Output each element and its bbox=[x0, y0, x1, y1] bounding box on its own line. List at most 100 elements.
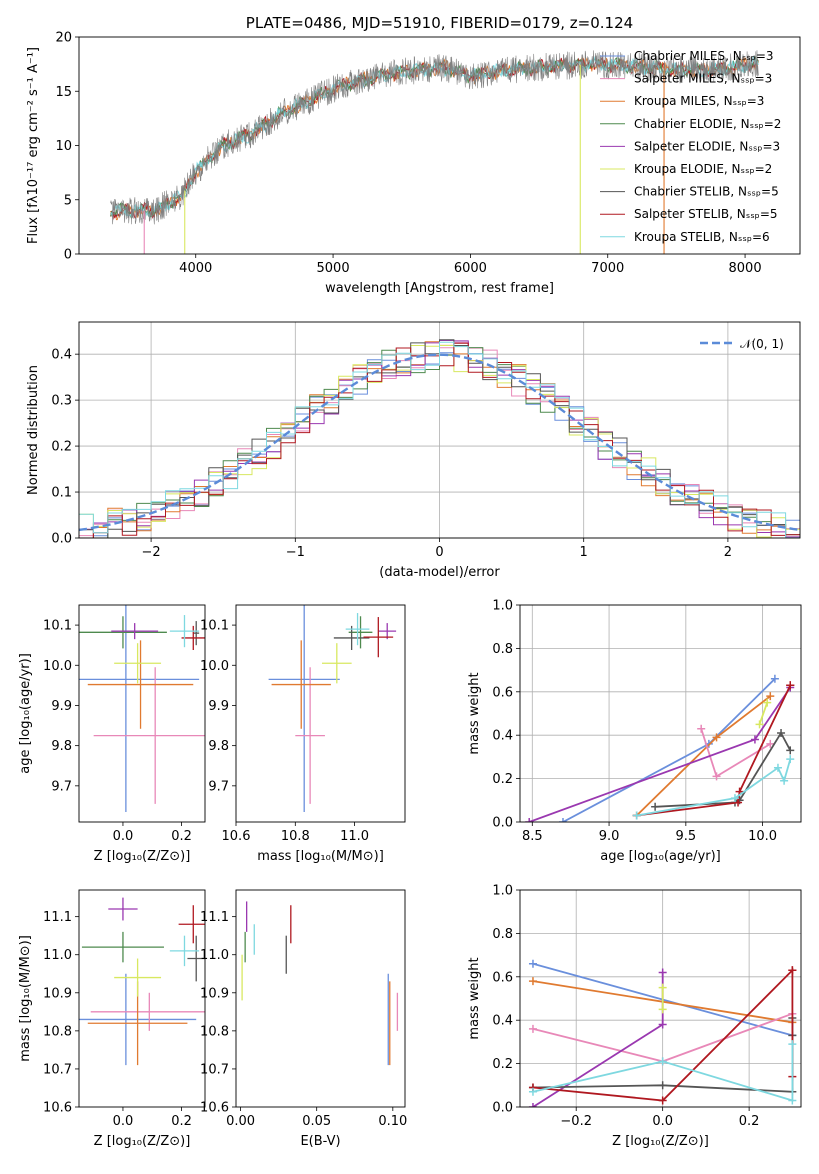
x-tick-label: 0.0 bbox=[113, 829, 134, 844]
x-tick-label: −1 bbox=[286, 545, 305, 560]
axes-frame bbox=[235, 889, 406, 1108]
y-axis-label: mass weight bbox=[467, 672, 482, 754]
axes-age_vs_Z: 0.0 0.2 9.7 9.8 9.9 10.0 10.1 Z [log₁₀(Z/Z⊙)] ag… bbox=[18, 619, 192, 864]
legend: Chabrier MILES, Nₛₛₚ=3 Salpeter MILES, Nₛ… bbox=[600, 49, 781, 244]
y-tick-label: 9.8 bbox=[208, 739, 229, 754]
weight-marker bbox=[786, 755, 795, 764]
gaussian-curve bbox=[79, 353, 800, 532]
weight-marker bbox=[766, 739, 775, 748]
y-tick-label: 10 bbox=[55, 139, 72, 154]
y-tick-label: 10.1 bbox=[200, 619, 229, 634]
weight-marker bbox=[770, 674, 779, 683]
x-tick-label: 0.0 bbox=[652, 1114, 673, 1129]
axes-residuals: −2 −1 0 1 2 0.0 0.1 0.2 0.3 0.4 (data-model)/error… bbox=[26, 322, 800, 580]
x-tick-label: 4000 bbox=[179, 261, 212, 276]
legend-label: Kroupa ELODIE, Nₛₛₚ=2 bbox=[634, 162, 772, 176]
x-axis-label: Z [log₁₀(Z/Z⊙)] bbox=[612, 1134, 709, 1149]
y-tick-label: 10.9 bbox=[43, 986, 72, 1001]
y-tick-label: 0.3 bbox=[51, 394, 72, 409]
y-tick-label: 10.7 bbox=[200, 1062, 229, 1077]
weight-marker bbox=[558, 818, 567, 822]
y-tick-label: 11.0 bbox=[43, 948, 72, 963]
x-tick-label: 0.2 bbox=[171, 829, 192, 844]
x-axis-label: E(B-V) bbox=[300, 1134, 340, 1149]
weight-marker bbox=[658, 1005, 667, 1014]
y-axis-label: Normed distribution bbox=[26, 365, 41, 495]
axes-frame bbox=[78, 321, 801, 539]
weight-marker bbox=[773, 763, 782, 772]
x-tick-label: 5000 bbox=[317, 261, 350, 276]
y-axis-label: age [log₁₀(age/yr)] bbox=[18, 653, 33, 774]
axes-frame bbox=[78, 604, 206, 823]
axes-frame bbox=[519, 604, 802, 823]
weight-lines bbox=[525, 674, 795, 822]
weight-marker bbox=[528, 1024, 537, 1033]
weight-marker bbox=[788, 1040, 797, 1049]
y-tick-label: 10.6 bbox=[200, 1101, 229, 1116]
axes-frame bbox=[519, 889, 802, 1108]
histogram-step bbox=[79, 339, 800, 538]
y-tick-label: 10.0 bbox=[200, 659, 229, 674]
x-tick-label: 10.8 bbox=[281, 829, 310, 844]
y-tick-label: 20 bbox=[55, 31, 72, 46]
x-tick-label: 0.00 bbox=[226, 1114, 255, 1129]
legend-label: Chabrier ELODIE, Nₛₛₚ=2 bbox=[634, 117, 781, 131]
y-tick-label: 0.8 bbox=[492, 927, 513, 942]
x-tick-label: 0.0 bbox=[113, 1114, 134, 1129]
weight-marker bbox=[786, 681, 795, 690]
error-bars bbox=[79, 605, 205, 812]
y-tick-label: 10.8 bbox=[200, 1024, 229, 1039]
legend-label: Salpeter ELODIE, Nₛₛₚ=3 bbox=[634, 139, 780, 153]
x-tick-label: −2 bbox=[142, 545, 161, 560]
weight-marker bbox=[528, 1087, 537, 1096]
weight-marker bbox=[763, 698, 772, 707]
legend-label: Kroupa MILES, Nₛₛₚ=3 bbox=[634, 94, 764, 108]
x-tick-label: 1 bbox=[580, 545, 588, 560]
y-tick-label: 10.1 bbox=[43, 619, 72, 634]
x-tick-label: 9.0 bbox=[599, 829, 620, 844]
weight-line bbox=[636, 684, 792, 817]
weight-marker bbox=[658, 1057, 667, 1066]
weight-marker bbox=[788, 966, 797, 975]
weight-line bbox=[532, 1044, 794, 1102]
x-tick-label: 0.10 bbox=[378, 1114, 407, 1129]
error-bars bbox=[268, 605, 397, 812]
weight-marker bbox=[528, 1103, 537, 1107]
axes-age_vs_mass: 10.6 10.8 11.0 9.7 9.8 9.9 10.0 10.1 mass [log₁₀… bbox=[200, 619, 384, 864]
x-axis-label: Z [log₁₀(Z/Z⊙)] bbox=[94, 849, 191, 864]
y-tick-label: 0.4 bbox=[492, 1014, 513, 1029]
y-tick-label: 9.9 bbox=[51, 699, 72, 714]
y-tick-label: 15 bbox=[55, 85, 72, 100]
weight-marker bbox=[658, 1020, 667, 1029]
legend-label: Kroupa STELIB, Nₛₛₚ=6 bbox=[634, 230, 770, 244]
weight-marker bbox=[788, 1096, 797, 1105]
y-tick-label: 0.2 bbox=[51, 440, 72, 455]
x-axis-label: wavelength [Angstrom, rest frame] bbox=[325, 281, 554, 296]
weight-marker bbox=[780, 776, 789, 785]
weight-marker bbox=[658, 968, 667, 977]
x-tick-label: 0.2 bbox=[171, 1114, 192, 1129]
weight-line bbox=[700, 728, 771, 778]
weight-marker bbox=[528, 959, 537, 968]
y-tick-label: 1.0 bbox=[492, 599, 513, 614]
x-tick-label: 0.05 bbox=[302, 1114, 331, 1129]
weight-marker bbox=[734, 798, 743, 807]
axes-frame bbox=[78, 36, 801, 255]
x-tick-label: 10.0 bbox=[748, 829, 777, 844]
x-axis-label: mass [log₁₀(M/M⊙)] bbox=[257, 849, 384, 864]
x-axis-label: age [log₁₀(age/yr)] bbox=[600, 849, 721, 864]
weight-marker bbox=[528, 977, 537, 986]
legend-label: 𝒩(0, 1) bbox=[740, 337, 784, 351]
x-tick-label: 9.5 bbox=[675, 829, 696, 844]
y-tick-label: 10.0 bbox=[43, 659, 72, 674]
weight-marker bbox=[750, 735, 759, 744]
weight-marker bbox=[730, 794, 739, 803]
legend-label: Chabrier STELIB, Nₛₛₚ=5 bbox=[634, 185, 779, 199]
x-tick-label: 0 bbox=[435, 545, 443, 560]
y-tick-label: 0.0 bbox=[492, 1101, 513, 1116]
axes-mass_vs_ebv: 0.00 0.05 0.10 10.6 10.7 10.8 10.9 11.0 11.1 E(B-… bbox=[200, 910, 407, 1149]
y-tick-label: 10.6 bbox=[43, 1101, 72, 1116]
y-axis-label: Flux [fλ10⁻¹⁷ erg cm⁻² s⁻¹ A⁻¹] bbox=[26, 47, 41, 244]
